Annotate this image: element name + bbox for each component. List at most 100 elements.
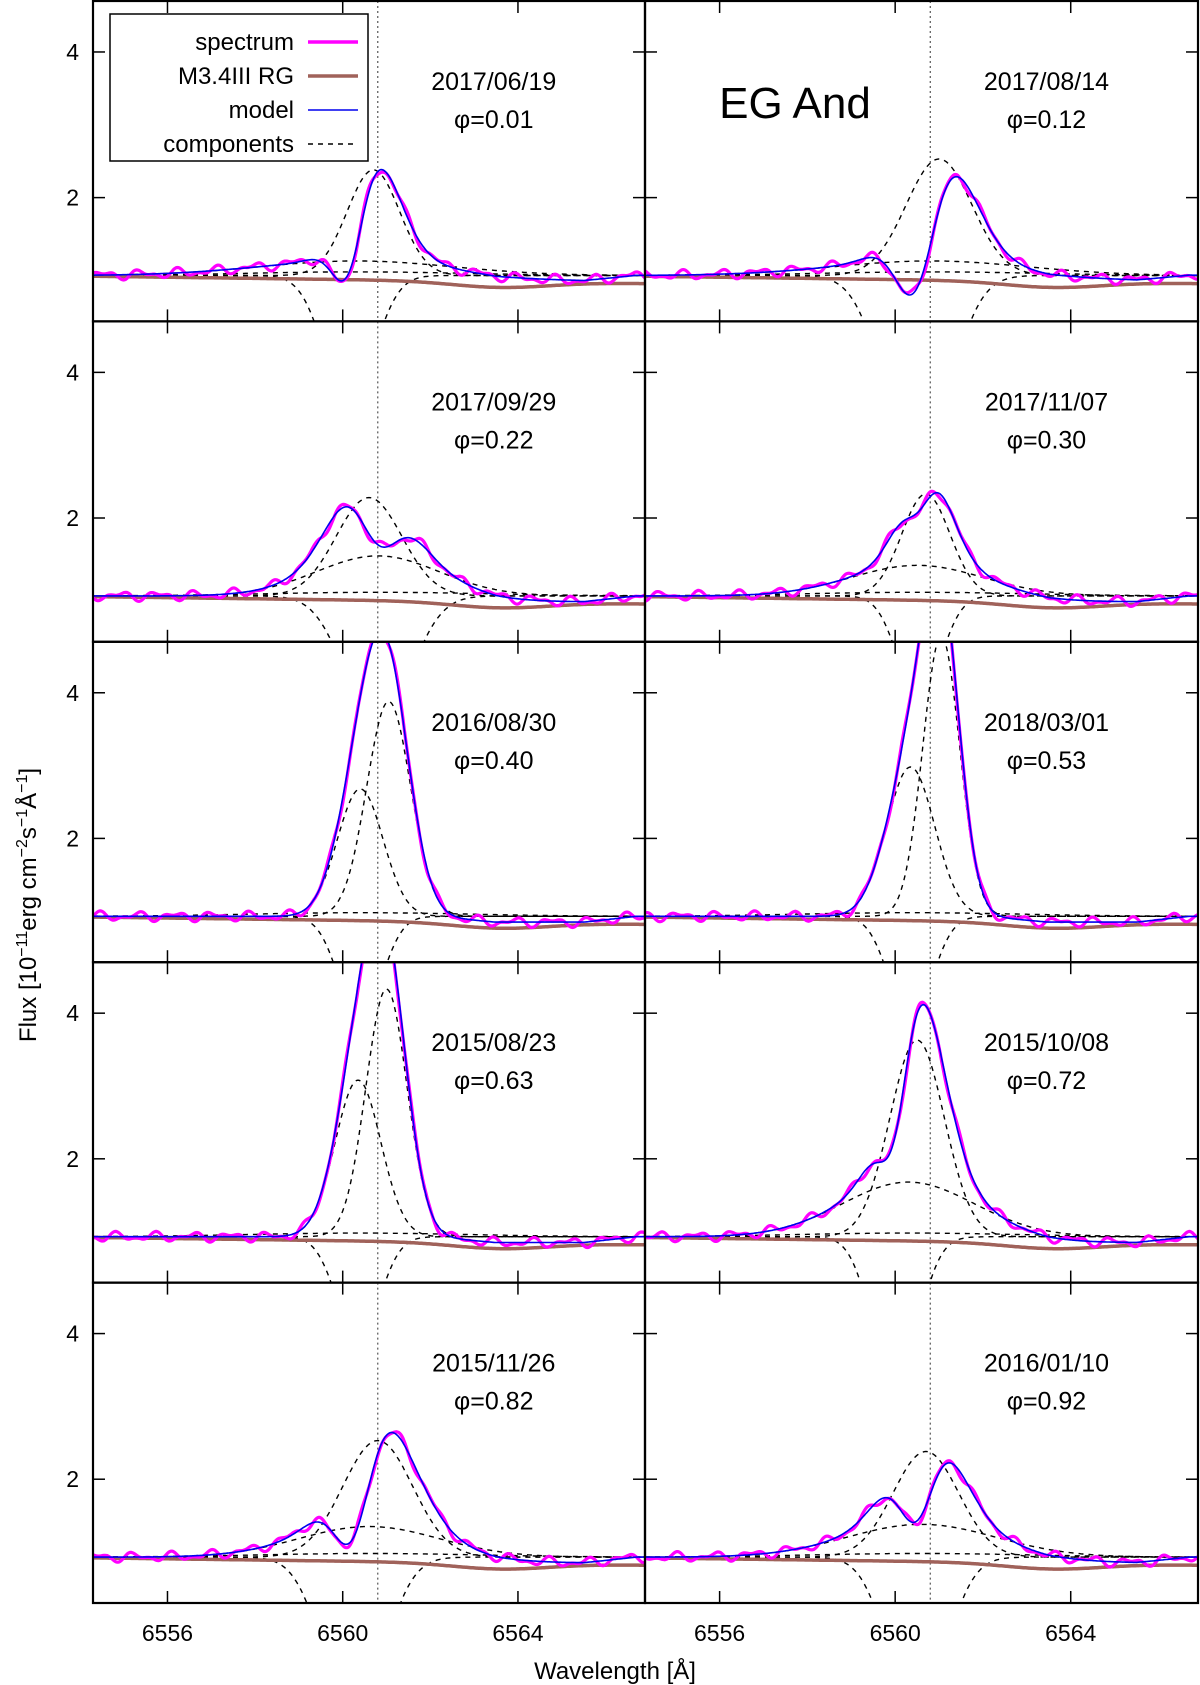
panel-frame <box>91 320 647 643</box>
panel-3: 2 4 2017/09/29 φ=0.22 <box>66 320 647 643</box>
x-axis-title: Wavelength [Å] <box>534 1657 696 1685</box>
component-broad-emission <box>645 1523 1198 1558</box>
model-line <box>645 175 1198 296</box>
panel-date: 2017/09/29 <box>431 388 556 416</box>
panel-6: 2018/03/01 φ=0.53 <box>643 640 1200 964</box>
panel-plot-area <box>645 641 1198 963</box>
panel-date: 2015/08/23 <box>431 1029 556 1057</box>
panel-date: 2018/03/01 <box>984 709 1109 737</box>
panel-10: 6556 6560 6564 2016/01/10 φ=0.92 <box>643 1281 1200 1646</box>
panel-date: 2016/01/10 <box>984 1350 1109 1378</box>
y-tick-label: 2 <box>66 825 79 851</box>
y-tick-label: 4 <box>66 1000 79 1026</box>
y-axis-title: Flux [10−11erg cm−2s−1Å−1] <box>14 768 42 1042</box>
spectrum-line <box>93 502 645 608</box>
model-line <box>645 641 1198 923</box>
panel-plot-area <box>645 1 1198 322</box>
panel-plot-area <box>645 321 1198 642</box>
model-line <box>93 962 645 1244</box>
x-tick-label: 6564 <box>492 1620 543 1646</box>
star-title: EG And <box>719 79 871 128</box>
spectrum-line <box>93 1430 645 1568</box>
panel-plot-area <box>645 962 1198 1283</box>
legend-label-model: model <box>229 97 294 124</box>
panel-2: 2017/08/14 φ=0.12 <box>643 0 1200 323</box>
panel-phase: φ=0.40 <box>454 747 533 775</box>
y-tick-label: 4 <box>66 39 79 65</box>
component-continuum <box>645 912 1198 917</box>
model-line <box>93 1431 645 1564</box>
panel-phase: φ=0.30 <box>1007 426 1086 454</box>
rg-continuum-line <box>93 1235 645 1251</box>
component-narrow-emission <box>645 1450 1198 1558</box>
x-tick-label: 6560 <box>870 1620 921 1646</box>
y-tick-label: 4 <box>66 680 79 706</box>
component-narrow-emission <box>645 1039 1198 1238</box>
rg-continuum-line <box>645 1235 1198 1251</box>
component-broad-emission <box>645 564 1198 597</box>
panel-9: 2 4 6556 6560 6564 2015/11/26 φ=0.82 <box>66 1281 647 1646</box>
y-tick-label: 2 <box>66 185 79 211</box>
component-absorption <box>645 595 1198 642</box>
panel-date: 2017/11/07 <box>985 388 1108 416</box>
panel-date: 2015/11/26 <box>432 1350 555 1378</box>
spectrum-line <box>93 962 645 1250</box>
x-tick-label: 6556 <box>142 1620 193 1646</box>
y-tick-label: 2 <box>66 505 79 531</box>
figure-titles: EG And Wavelength [Å] Flux [10−11erg cm−… <box>14 79 871 1685</box>
panel-4: 2017/11/07 φ=0.30 <box>643 320 1200 643</box>
spectrum-line <box>645 1459 1198 1569</box>
component-absorption <box>645 1236 1198 1283</box>
panel-plot-area <box>93 962 645 1283</box>
panel-phase: φ=0.53 <box>1007 747 1086 775</box>
panel-date: 2016/08/30 <box>431 709 556 737</box>
panel-plot-area <box>93 321 645 642</box>
panel-date: 2017/06/19 <box>431 68 556 96</box>
panel-frame <box>643 961 1200 1284</box>
component-narrow-emission <box>93 496 645 597</box>
panels-layer: 2 4 2017/06/19 φ=0.01 2017/08/14 φ=0.12 2 4 2017… <box>66 0 1200 1646</box>
x-tick-label: 6564 <box>1045 1620 1096 1646</box>
y-tick-label: 4 <box>66 1321 79 1347</box>
panel-phase: φ=0.72 <box>1007 1067 1086 1095</box>
component-broad-emission <box>645 1181 1198 1238</box>
panel-plot-area <box>93 1282 645 1603</box>
component-narrow-emission <box>645 158 1198 277</box>
component-broad-emission <box>93 1079 645 1238</box>
component-narrow-emission <box>645 641 1198 917</box>
legend-label-rg: M3.4III RG <box>178 63 294 90</box>
legend-label-spectrum: spectrum <box>195 29 294 56</box>
panel-1: 2 4 2017/06/19 φ=0.01 <box>66 0 647 323</box>
panel-date: 2015/10/08 <box>984 1029 1109 1057</box>
component-narrow-emission <box>93 700 645 917</box>
panel-plot-area <box>93 641 645 963</box>
panel-plot-area <box>645 1282 1198 1603</box>
rg-continuum-line <box>93 915 645 931</box>
component-absorption <box>93 274 645 322</box>
component-broad-emission <box>93 555 645 597</box>
rg-continuum-line <box>645 594 1198 610</box>
model-line <box>645 491 1198 603</box>
legend-label-components: components <box>163 131 294 158</box>
panel-phase: φ=0.82 <box>454 1388 533 1416</box>
x-tick-label: 6556 <box>694 1620 745 1646</box>
y-tick-label: 2 <box>66 1466 79 1492</box>
panel-phase: φ=0.12 <box>1007 106 1086 134</box>
panel-7: 2 4 2015/08/23 φ=0.63 <box>66 961 647 1284</box>
panel-date: 2017/08/14 <box>984 68 1109 96</box>
panel-phase: φ=0.01 <box>454 106 533 134</box>
legend: spectrum M3.4III RG model components <box>109 13 369 162</box>
panel-frame <box>643 1281 1200 1605</box>
model-line <box>645 1003 1198 1244</box>
panel-phase: φ=0.22 <box>454 426 533 454</box>
spectrum-line <box>645 1000 1198 1249</box>
legend-box <box>109 13 369 162</box>
model-line <box>93 168 645 282</box>
component-broad-emission <box>645 766 1198 917</box>
panel-plot-area <box>93 1 645 322</box>
panel-frame <box>91 961 647 1284</box>
spectrum-line <box>93 170 645 285</box>
panel-8: 2015/10/08 φ=0.72 <box>643 961 1200 1284</box>
component-narrow-emission <box>93 1439 645 1558</box>
